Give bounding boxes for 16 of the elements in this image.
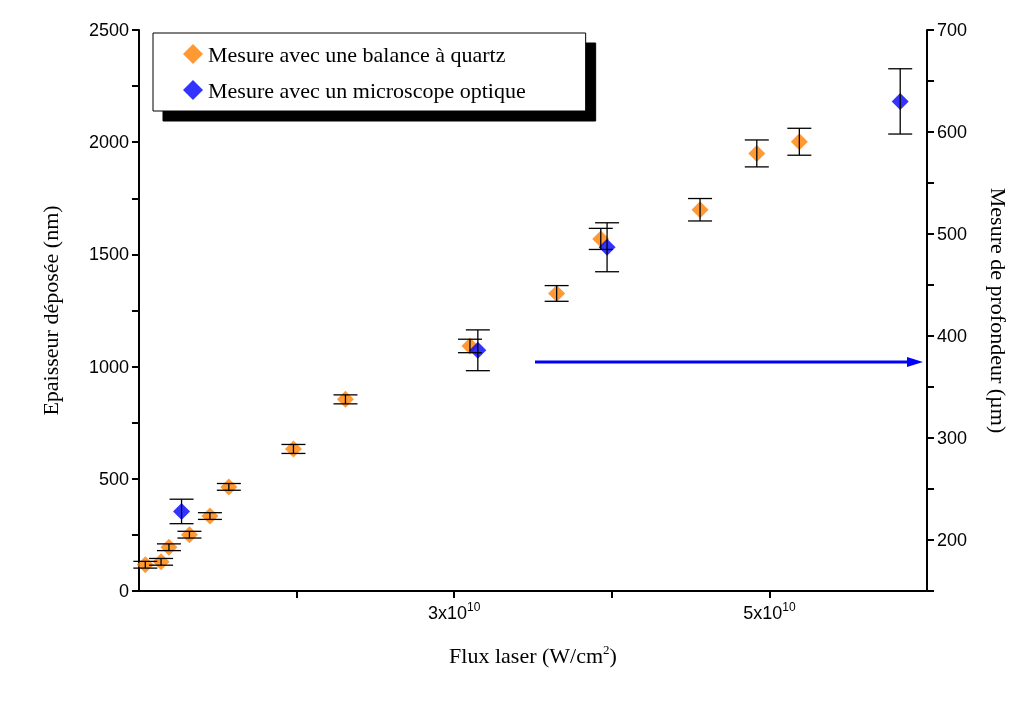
legend-label: Mesure avec une balance à quartz (208, 41, 506, 67)
legend-label: Mesure avec un microscope optique (208, 77, 526, 103)
y2-axis-title: Mesure de profondeur (µm) (985, 187, 1011, 434)
y-axis-title: Epaisseur déposée (nm) (37, 205, 63, 416)
y-tick-label: 2500 (88, 20, 129, 40)
y2-tick-label: 600 (937, 122, 968, 142)
y2-tick-label: 700 (937, 20, 968, 40)
y-tick-label: 1000 (88, 356, 129, 377)
y2-tick-label: 400 (937, 326, 968, 346)
y-tick-label: 0 (118, 581, 129, 601)
y2-tick-label: 300 (937, 428, 968, 448)
y2-tick-label: 200 (937, 530, 968, 550)
y-tick-label: 1500 (88, 244, 129, 265)
y-tick-label: 2000 (88, 132, 129, 153)
y-tick-label: 500 (98, 468, 129, 489)
y2-tick-label: 500 (937, 224, 968, 244)
